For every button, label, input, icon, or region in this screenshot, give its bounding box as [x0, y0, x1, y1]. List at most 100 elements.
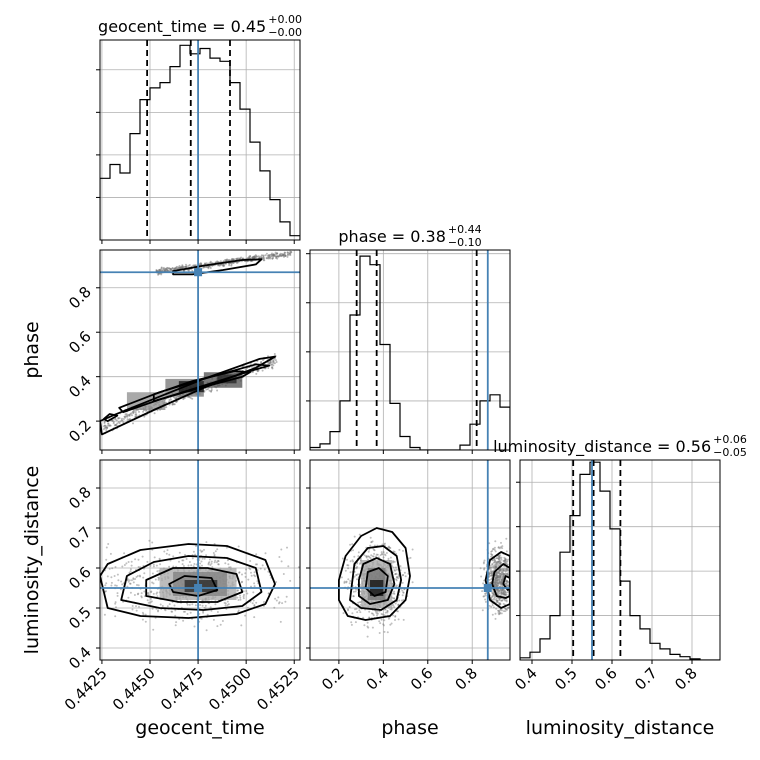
- scatter-point: [496, 581, 499, 584]
- scatter-point: [505, 573, 508, 575]
- scatter-point: [392, 604, 395, 607]
- scatter-point: [135, 609, 138, 612]
- scatter-point: [286, 255, 289, 258]
- scatter-point: [350, 621, 353, 624]
- scatter-point: [228, 566, 231, 569]
- scatter-point: [398, 599, 401, 602]
- scatter-point: [200, 617, 203, 620]
- y-axis-label-luminosity_distance: luminosity_distance: [21, 466, 43, 655]
- scatter-point: [282, 573, 285, 575]
- scatter-point: [498, 569, 501, 571]
- scatter-point: [499, 567, 502, 570]
- scatter-point: [236, 257, 239, 260]
- scatter-point: [264, 254, 267, 257]
- scatter-point: [383, 614, 386, 617]
- x-tick-label: 0.5: [551, 664, 581, 694]
- scatter-point: [493, 566, 496, 569]
- scatter-point: [378, 610, 381, 613]
- scatter-point: [181, 264, 184, 267]
- scatter-point: [165, 552, 168, 555]
- scatter-point: [239, 257, 241, 260]
- scatter-point: [352, 549, 354, 552]
- scatter-point: [284, 600, 287, 603]
- scatter-point: [217, 563, 220, 566]
- scatter-point: [494, 580, 497, 583]
- scatter-point: [506, 584, 509, 587]
- scatter-point: [496, 576, 499, 579]
- scatter-point: [114, 584, 117, 587]
- scatter-point: [497, 611, 500, 614]
- scatter-point: [174, 614, 177, 617]
- scatter-point: [504, 561, 506, 564]
- scatter-point: [514, 555, 516, 557]
- scatter-point: [358, 562, 361, 565]
- contour-level-0: [337, 527, 411, 621]
- scatter-point: [505, 569, 508, 572]
- scatter-point: [373, 552, 376, 555]
- scatter-point: [482, 561, 485, 564]
- scatter-point: [188, 603, 191, 606]
- scatter-point: [505, 579, 508, 582]
- scatter-point: [502, 590, 505, 593]
- scatter-point: [191, 557, 194, 560]
- scatter-point: [499, 583, 502, 586]
- title-upper: +0.44: [448, 223, 482, 236]
- scatter-point: [359, 611, 362, 614]
- scatter-point: [177, 266, 180, 269]
- scatter-point: [491, 563, 494, 566]
- scatter-point: [278, 602, 280, 605]
- scatter-point: [393, 592, 396, 595]
- scatter-point: [491, 591, 494, 594]
- scatter-point: [210, 609, 213, 612]
- scatter-point: [383, 543, 386, 546]
- scatter-point: [492, 593, 495, 596]
- scatter-point: [497, 546, 500, 549]
- scatter-point: [363, 554, 366, 557]
- scatter-point: [158, 577, 161, 580]
- scatter-point: [219, 260, 222, 263]
- scatter-point: [365, 555, 368, 558]
- scatter-point: [502, 593, 505, 596]
- scatter-point: [495, 566, 498, 569]
- scatter-point: [165, 406, 168, 409]
- scatter-point: [371, 555, 374, 558]
- scatter-point: [494, 577, 497, 580]
- scatter-point: [200, 263, 203, 265]
- scatter-point: [352, 595, 355, 598]
- scatter-point: [493, 578, 496, 581]
- scatter-point: [103, 613, 106, 616]
- scatter-point: [241, 580, 244, 583]
- scatter-point: [375, 553, 378, 556]
- scatter-point: [132, 581, 135, 584]
- scatter-point: [505, 568, 508, 571]
- scatter-point: [501, 545, 504, 548]
- scatter-point: [208, 561, 211, 564]
- scatter-point: [493, 584, 496, 587]
- scatter-point: [232, 262, 235, 264]
- scatter-point: [246, 592, 249, 595]
- contour-level-2: [152, 370, 251, 403]
- scatter-point: [497, 556, 500, 559]
- scatter-point: [496, 563, 499, 566]
- scatter-point: [261, 564, 264, 567]
- scatter-point: [152, 628, 155, 631]
- scatter-point: [497, 610, 500, 612]
- scatter-point: [193, 625, 196, 628]
- scatter-point: [211, 566, 214, 569]
- scatter-point: [499, 612, 502, 615]
- scatter-point: [488, 572, 491, 575]
- scatter-point: [494, 565, 497, 568]
- histogram-geocent_time: [100, 44, 300, 240]
- scatter-point: [495, 576, 498, 579]
- scatter-point: [151, 572, 154, 575]
- scatter-point: [504, 599, 507, 602]
- scatter-point: [484, 592, 487, 595]
- scatter-point: [355, 566, 357, 569]
- scatter-point: [513, 570, 515, 572]
- scatter-point: [229, 566, 232, 569]
- scatter-point: [172, 555, 175, 558]
- scatter-point: [397, 603, 400, 606]
- scatter-point: [401, 594, 404, 597]
- scatter-point: [490, 555, 493, 558]
- scatter-point: [389, 608, 392, 611]
